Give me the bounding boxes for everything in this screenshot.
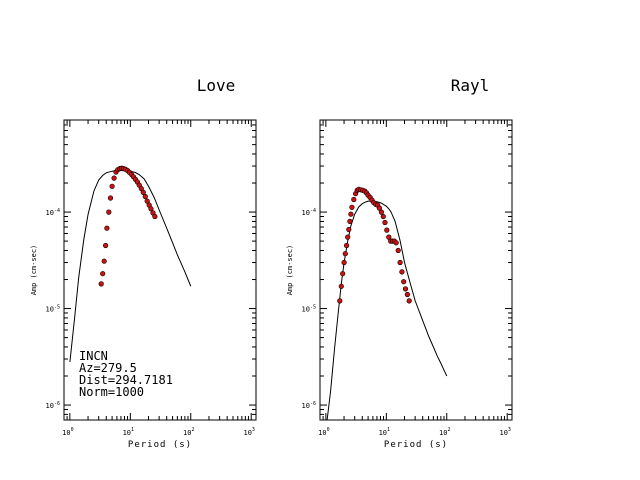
- rayl-observed-point: [340, 271, 346, 277]
- rayl-observed-point: [384, 227, 390, 233]
- rayl-observed-point: [382, 219, 388, 226]
- rayl-y-tick-label: 10-5: [302, 305, 316, 314]
- love-x-axis-label: Period (s): [128, 440, 192, 450]
- love-observed-point: [101, 258, 107, 264]
- love-x-tick-label: 102: [183, 427, 194, 437]
- love-x-tick-label: 100: [62, 427, 73, 437]
- rayl-x-tick-label: 101: [379, 427, 390, 437]
- rayl-observed-point: [393, 240, 399, 246]
- rayl-observed-point: [347, 218, 353, 224]
- rayl-series-group: [326, 186, 448, 421]
- love-observed-point: [148, 206, 154, 212]
- love-x-tick-label: 103: [243, 427, 254, 437]
- rayl-plot-frame: [319, 119, 513, 421]
- rayl-observed-point: [349, 204, 355, 210]
- love-observed-point: [111, 175, 117, 181]
- rayl-x-tick-label: 103: [499, 427, 510, 437]
- rayl-observed-point: [338, 283, 344, 289]
- rayl-observed-point: [378, 209, 385, 215]
- rayl-observed-point: [380, 213, 386, 220]
- rayl-y-axis-label: Amp (cm-sec): [286, 245, 294, 296]
- love-x-tick-labels: 100 101 102 103: [62, 427, 255, 437]
- rayl-observed-point: [346, 226, 352, 233]
- love-model-curve: [69, 170, 192, 362]
- love-observed-point: [104, 225, 110, 231]
- love-observed-point: [144, 198, 150, 204]
- love-y-tick-label: 10-4: [46, 208, 60, 217]
- rayl-axis-ticks: [319, 120, 512, 421]
- rayl-x-axis-label: Period (s): [384, 440, 448, 450]
- rayl-observed-point: [376, 205, 383, 211]
- rayl-panel: Rayl 100 101 102 103 10-4 10-5 10-6 Period (s…: [286, 76, 513, 450]
- love-observed-point: [102, 242, 109, 249]
- love-observed-point: [140, 189, 146, 195]
- station-info-block: INCN Az=279.5 Dist=294.7181 Norm=1000: [79, 349, 173, 399]
- rayl-model-curve: [326, 200, 448, 421]
- love-observed-point: [98, 281, 104, 287]
- station-code: INCN: [79, 349, 108, 363]
- love-y-tick-label: 10-6: [46, 401, 60, 410]
- love-y-tick-labels: 10-4 10-5 10-6: [46, 208, 60, 410]
- rayl-observed-point: [402, 286, 409, 292]
- rayl-observed-point: [348, 211, 354, 217]
- rayl-y-tick-label: 10-6: [302, 401, 316, 410]
- rayl-x-tick-label: 102: [439, 427, 450, 437]
- love-x-tick-label: 101: [123, 427, 134, 437]
- rayl-observed-point: [406, 298, 412, 304]
- love-series-group: [69, 165, 192, 362]
- distance-text: Dist=294.7181: [79, 373, 173, 387]
- love-title: Love: [197, 76, 236, 95]
- love-plot-frame: [63, 119, 257, 421]
- rayl-observed-point: [337, 298, 343, 304]
- norm-text: Norm=1000: [79, 385, 144, 399]
- love-axis-ticks: [63, 120, 256, 421]
- rayl-observed-point: [397, 259, 403, 266]
- rayl-observed-point: [401, 279, 407, 285]
- rayl-observed-point: [345, 234, 351, 240]
- rayl-x-tick-labels: 100 101 102 103: [318, 427, 511, 437]
- love-observed-point: [106, 209, 112, 215]
- rayl-observed-point: [404, 291, 411, 298]
- love-y-tick-label: 10-5: [46, 305, 60, 314]
- love-y-axis-label: Amp (cm-sec): [30, 245, 38, 296]
- rayl-observed-point: [341, 259, 347, 266]
- rayl-observed-point: [351, 196, 357, 203]
- love-observed-point: [142, 193, 148, 200]
- love-observed-point: [100, 271, 106, 277]
- rayl-observed-point: [395, 247, 401, 254]
- love-observed-point: [109, 183, 115, 189]
- love-observed-point: [152, 213, 158, 220]
- rayl-x-tick-label: 100: [318, 427, 329, 437]
- rayl-y-tick-label: 10-4: [302, 208, 316, 217]
- rayl-observed-point: [342, 251, 348, 257]
- azimuth-text: Az=279.5: [79, 361, 137, 375]
- rayl-title: Rayl: [451, 76, 490, 95]
- rayl-y-tick-labels: 10-4 10-5 10-6: [302, 208, 316, 410]
- love-panel: Love 100 101 102 103 10-4 10-5 10-6 Period (s…: [30, 76, 257, 450]
- rayl-observed-point: [344, 242, 350, 249]
- love-observed-point: [107, 195, 114, 201]
- rayl-observed-point: [399, 269, 405, 275]
